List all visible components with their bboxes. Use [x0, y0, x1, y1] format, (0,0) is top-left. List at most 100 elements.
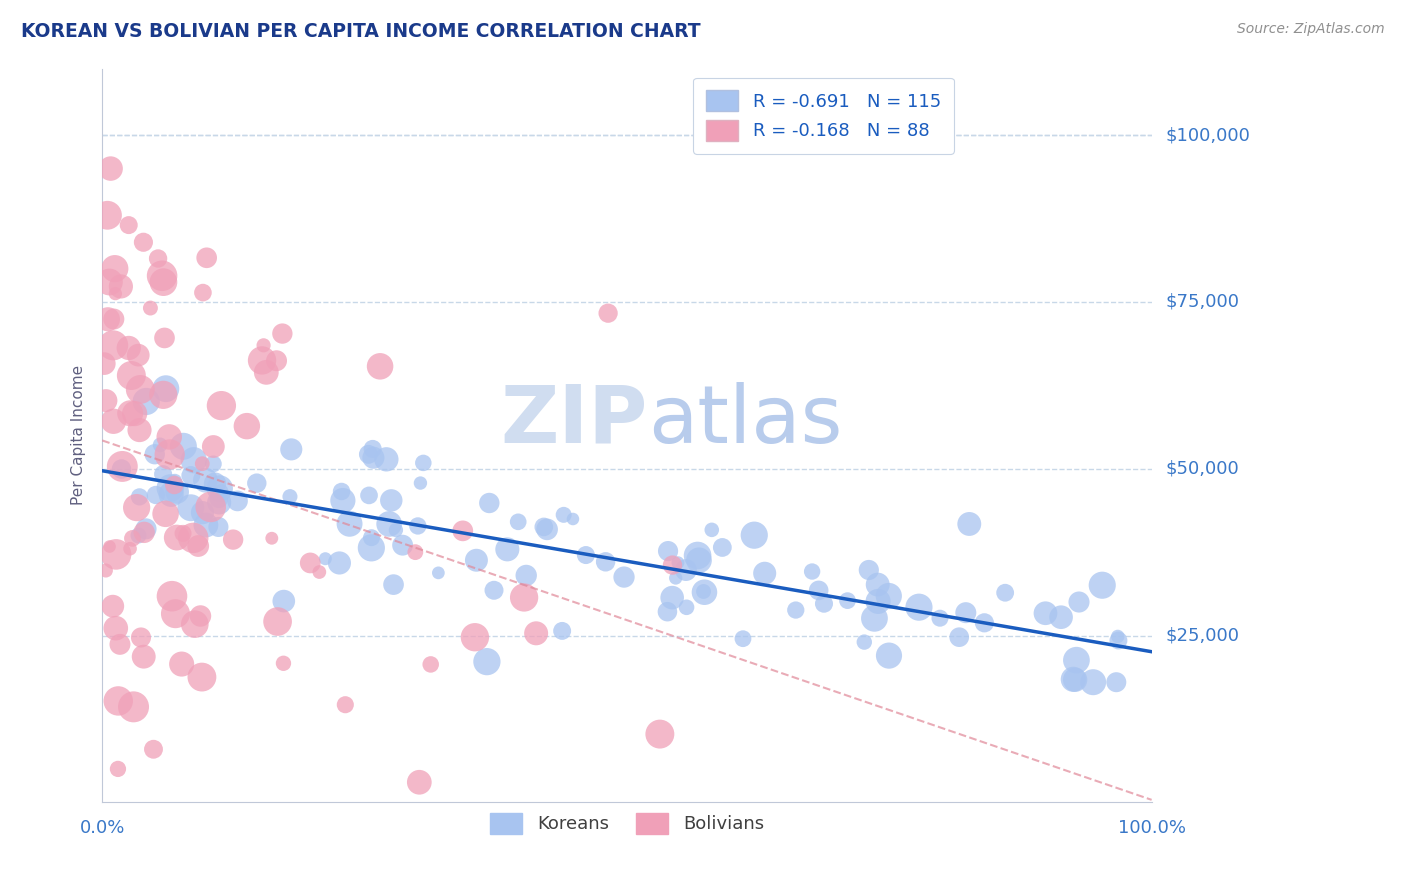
Point — [155, 507, 177, 521]
Point — [378, 516, 401, 531]
Point — [129, 383, 152, 397]
Point — [103, 312, 125, 326]
Point — [404, 545, 426, 559]
Point — [101, 338, 124, 352]
Point — [202, 440, 225, 454]
Point — [98, 540, 121, 554]
Point — [145, 488, 167, 502]
Point — [150, 268, 173, 283]
Point — [380, 493, 402, 508]
Point — [536, 522, 558, 536]
Point — [98, 275, 121, 289]
Point — [93, 357, 115, 371]
Point — [132, 235, 155, 250]
Point — [868, 594, 890, 608]
Point — [314, 551, 336, 566]
Point — [108, 637, 131, 651]
Point — [363, 450, 385, 465]
Point — [152, 388, 174, 402]
Point — [163, 478, 186, 492]
Point — [1050, 610, 1073, 624]
Point — [661, 591, 683, 605]
Point — [202, 457, 225, 471]
Point — [97, 312, 120, 326]
Point — [955, 606, 977, 620]
Point — [181, 531, 204, 545]
Point — [183, 453, 205, 467]
Point — [103, 414, 125, 428]
Point — [361, 442, 384, 456]
Text: KOREAN VS BOLIVIAN PER CAPITA INCOME CORRELATION CHART: KOREAN VS BOLIVIAN PER CAPITA INCOME COR… — [21, 22, 700, 41]
Point — [209, 484, 232, 499]
Point — [194, 518, 217, 533]
Point — [686, 549, 709, 563]
Point — [120, 406, 142, 420]
Point — [731, 632, 754, 646]
Point — [135, 522, 157, 536]
Point — [929, 611, 952, 625]
Point — [153, 331, 176, 345]
Text: $75,000: $75,000 — [1166, 293, 1240, 311]
Point — [858, 563, 880, 577]
Point — [1035, 606, 1057, 620]
Point — [180, 468, 202, 483]
Point — [172, 526, 194, 541]
Point — [515, 568, 537, 582]
Point — [711, 541, 734, 555]
Point — [170, 657, 193, 671]
Point — [666, 556, 689, 570]
Point — [146, 252, 169, 266]
Point — [385, 523, 408, 537]
Point — [328, 556, 350, 570]
Point — [375, 452, 398, 467]
Point — [357, 488, 380, 502]
Point — [273, 657, 295, 671]
Point — [409, 476, 432, 491]
Point — [139, 301, 162, 315]
Point — [190, 609, 212, 624]
Point — [475, 655, 498, 669]
Point — [104, 286, 127, 301]
Point — [157, 430, 180, 444]
Point — [207, 520, 229, 534]
Point — [1091, 578, 1114, 592]
Point — [464, 630, 486, 644]
Text: Source: ZipAtlas.com: Source: ZipAtlas.com — [1237, 22, 1385, 37]
Point — [266, 615, 288, 629]
Point — [122, 699, 145, 714]
Point — [143, 447, 166, 461]
Point — [1105, 675, 1128, 690]
Point — [260, 531, 283, 545]
Point — [191, 285, 214, 300]
Point — [700, 523, 723, 537]
Point — [111, 459, 134, 474]
Point — [129, 631, 152, 645]
Point — [163, 474, 186, 488]
Point — [360, 541, 382, 555]
Text: 100.0%: 100.0% — [1118, 819, 1185, 837]
Point — [693, 585, 716, 599]
Point — [412, 456, 434, 470]
Point — [648, 727, 671, 741]
Point — [194, 473, 217, 487]
Point — [657, 605, 679, 619]
Point — [561, 512, 583, 526]
Point — [96, 208, 118, 222]
Point — [427, 566, 450, 580]
Point — [451, 524, 474, 538]
Point — [391, 538, 413, 552]
Point — [121, 532, 143, 546]
Point — [271, 326, 294, 341]
Point — [127, 528, 149, 542]
Point — [357, 447, 380, 461]
Point — [118, 341, 141, 355]
Point — [465, 553, 488, 567]
Text: $25,000: $25,000 — [1166, 626, 1240, 645]
Point — [209, 399, 232, 413]
Point — [948, 630, 970, 644]
Point — [127, 348, 149, 362]
Point — [191, 506, 214, 520]
Point — [657, 544, 679, 558]
Point — [128, 490, 150, 504]
Point — [208, 495, 231, 509]
